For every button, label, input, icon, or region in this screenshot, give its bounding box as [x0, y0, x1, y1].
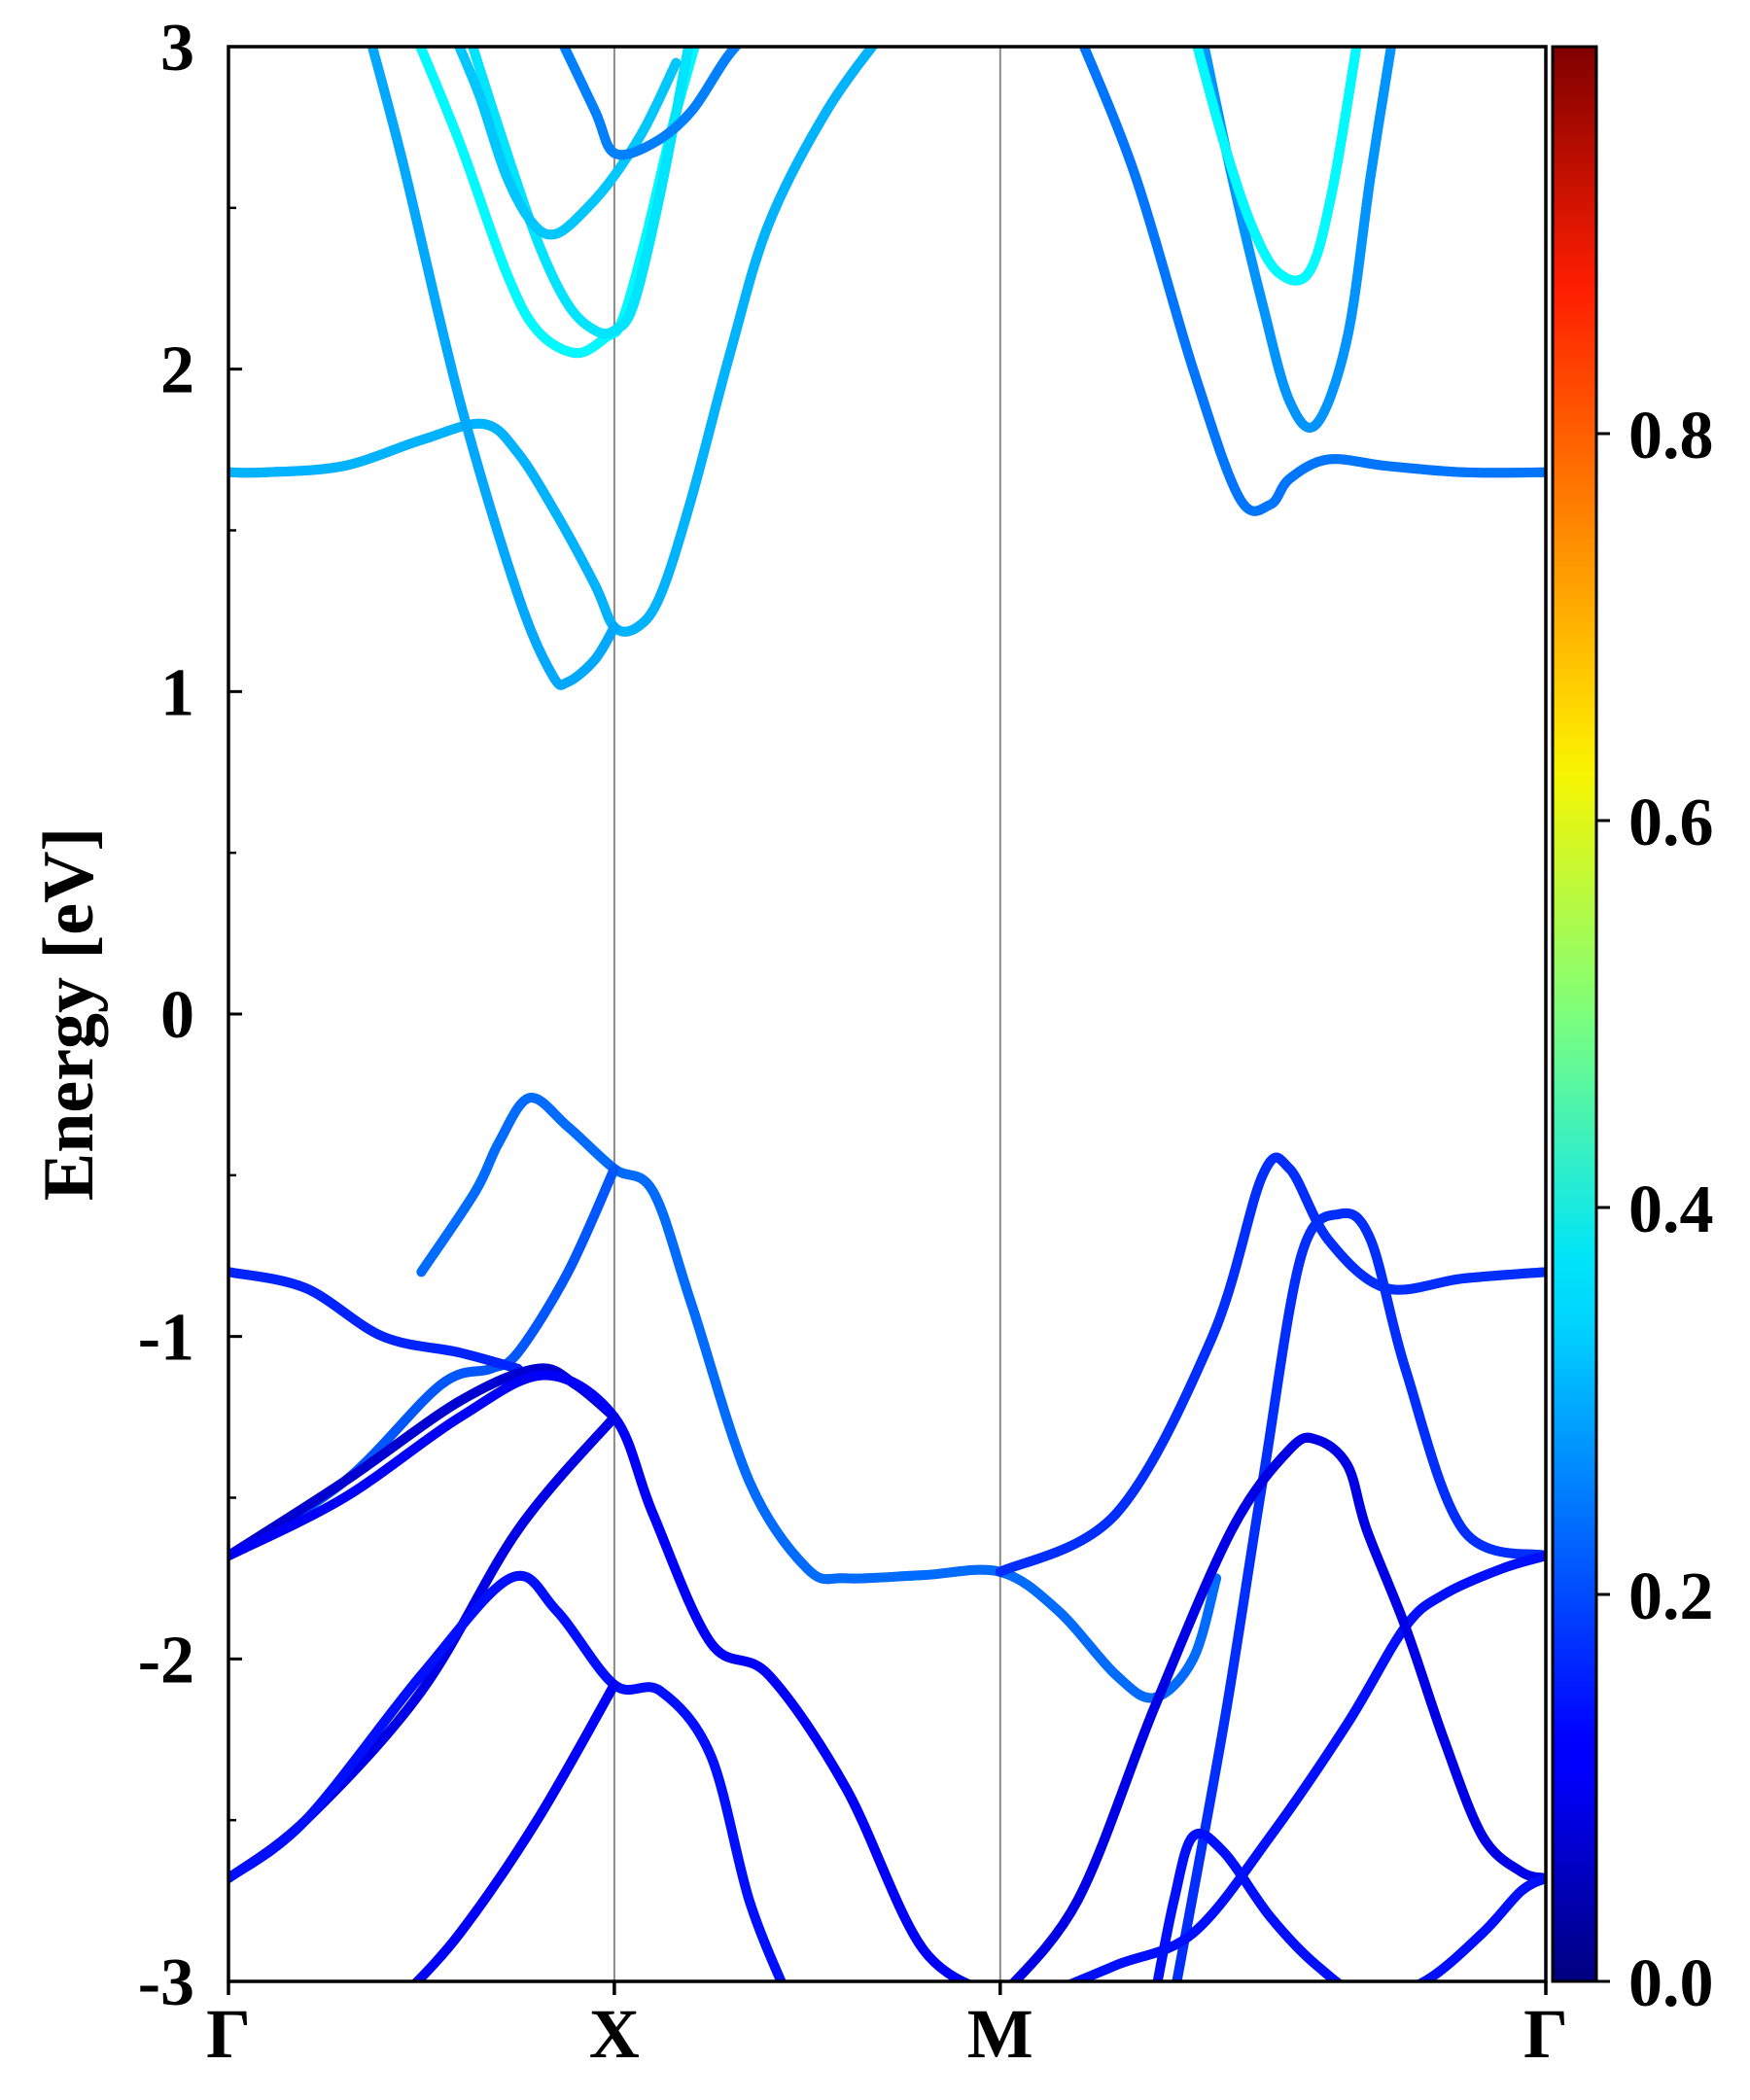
band-line: [228, 1412, 619, 1883]
colorbar-tick-label: 0.6: [1628, 786, 1714, 860]
band-line: [1199, 47, 1397, 433]
y-tick-label: -1: [138, 1301, 194, 1376]
band-line: [1078, 47, 1546, 516]
band-outline: [416, 1093, 1222, 1703]
y-axis-label: Energy [eV]: [29, 827, 109, 1201]
band-line: [468, 47, 694, 339]
y-tick-label: 0: [160, 978, 194, 1053]
band-outline: [228, 47, 879, 637]
band-line: [453, 47, 682, 240]
band-line: [1172, 1208, 1546, 1981]
band-line: [416, 1093, 1222, 1703]
y-tick-label: -3: [138, 1945, 194, 2020]
band-line: [228, 1370, 974, 1981]
band-outline: [410, 1679, 619, 1981]
colorbar: [1551, 45, 1598, 1983]
y-tick-label: 3: [160, 11, 194, 86]
colorbar-ticks: 0.0 0.2 0.4 0.6 0.8: [1596, 399, 1714, 2021]
y-tick-label: -2: [138, 1623, 194, 1698]
band-outline: [1065, 1551, 1546, 1981]
band-line: [228, 1571, 787, 1981]
band-line: [228, 1164, 619, 1561]
band-outline: [995, 1152, 1546, 1577]
colorbar-tick-label: 0.8: [1628, 399, 1714, 473]
band-line: [1065, 1551, 1546, 1981]
band-outline: [228, 1164, 619, 1561]
colorbar-tick-label: 0.4: [1628, 1172, 1714, 1247]
band-line: [995, 1152, 1546, 1577]
band-line: [410, 1679, 619, 1981]
band-line: [1192, 47, 1362, 286]
x-tick-label: M: [967, 1995, 1033, 2073]
band-line: [228, 47, 879, 637]
colorbar-tick-label: 0.0: [1628, 1946, 1714, 2021]
x-tick-label: X: [589, 1995, 640, 2073]
band-line: [367, 47, 619, 690]
band-lines: [228, 47, 1546, 1981]
band-line: [1008, 1432, 1546, 1981]
y-tick-label: 2: [160, 333, 194, 408]
x-tick-label: Γ: [206, 1995, 251, 2073]
y-tick-label: 1: [160, 655, 194, 730]
band-line: [1152, 1829, 1546, 1981]
colorbar-tick-label: 0.2: [1628, 1559, 1714, 1634]
band-outline: [1172, 1208, 1546, 1981]
high-symmetry-lines: [612, 47, 1001, 1981]
band-line: [228, 1267, 523, 1374]
y-axis-ticks: 3 2 1 0 -1 -2 -3: [138, 11, 242, 2020]
band-line: [558, 47, 743, 160]
x-tick-label: Γ: [1523, 1995, 1568, 2073]
